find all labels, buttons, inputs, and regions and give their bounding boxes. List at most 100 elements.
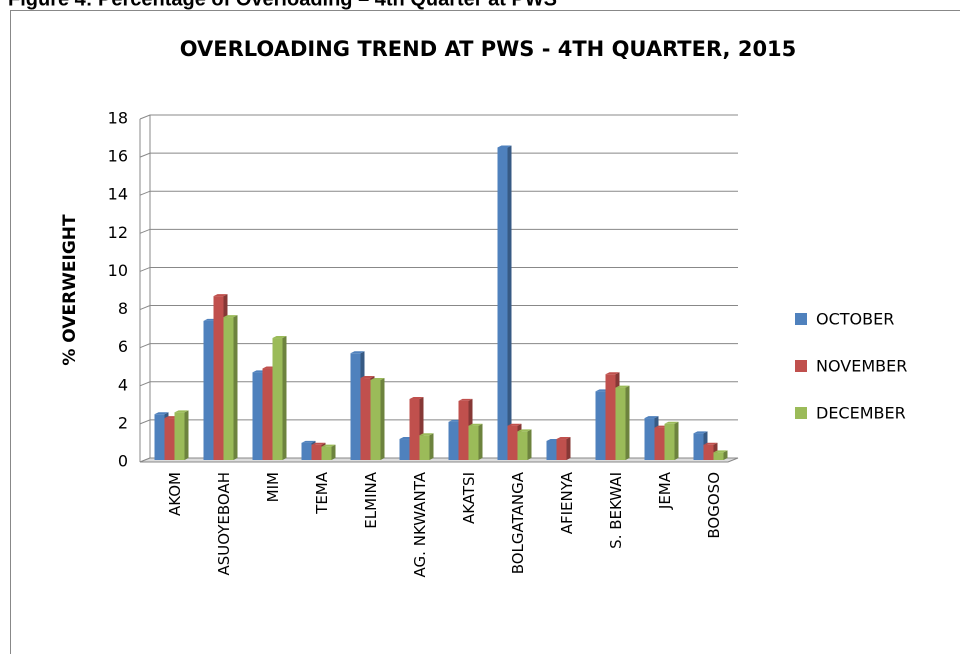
- x-tick-label: AG. NKWANTA: [411, 471, 429, 577]
- bar-front: [272, 338, 283, 460]
- x-tick-label: AKOM: [166, 472, 184, 516]
- legend-label: OCTOBER: [816, 310, 894, 329]
- bar-top: [409, 397, 424, 400]
- bar-front: [203, 320, 214, 460]
- chart-frame: [10, 10, 960, 654]
- y-tick-label: 8: [118, 299, 128, 318]
- bar-front: [693, 433, 704, 460]
- bar-side: [184, 410, 189, 460]
- bar: [556, 437, 571, 460]
- bar-top: [693, 431, 708, 434]
- bar-front: [546, 440, 557, 460]
- bar-front: [419, 435, 430, 460]
- bar-front: [595, 391, 606, 460]
- bar: [497, 145, 512, 460]
- bar: [468, 423, 483, 460]
- grid-line: [139, 152, 738, 158]
- x-tick-label: TEMA: [313, 471, 331, 515]
- bar-top: [370, 377, 385, 380]
- grid-line: [139, 266, 738, 272]
- bar-front: [223, 317, 234, 460]
- bar: [517, 429, 532, 460]
- x-tick-label: AKATSI: [460, 472, 478, 524]
- grid-line: [139, 228, 738, 234]
- bar: [664, 421, 679, 460]
- bar-top: [556, 437, 571, 440]
- x-tick-label: ASUOYEBOAH: [215, 472, 233, 576]
- figure-caption: Figure 4: Percentage of Overloading – 4t…: [8, 0, 557, 10]
- bar: [713, 450, 728, 460]
- bar-top: [223, 315, 238, 318]
- bar-front: [301, 442, 312, 460]
- x-tick-label: BOGOSO: [705, 472, 723, 539]
- bar-front: [154, 414, 165, 460]
- bar-front: [556, 439, 567, 460]
- x-tick-label: JEMA: [656, 471, 674, 510]
- bar-side: [625, 385, 630, 460]
- bar-front: [664, 423, 675, 460]
- bar-top: [507, 423, 522, 426]
- chart-title: OVERLOADING TREND AT PWS - 4TH QUARTER, …: [180, 37, 797, 61]
- y-tick-label: 6: [118, 337, 128, 356]
- bar-top: [605, 372, 620, 375]
- bar-top: [517, 429, 532, 432]
- x-tick-label: AFIENYA: [558, 471, 576, 534]
- y-tick-label: 4: [118, 375, 128, 394]
- grid-line: [139, 114, 738, 120]
- y-tick-label: 10: [108, 261, 128, 280]
- bar: [321, 444, 336, 460]
- bar-side: [566, 437, 571, 460]
- bar-top: [703, 442, 718, 445]
- floor: [139, 457, 739, 463]
- bar-side: [233, 315, 238, 460]
- grid-line: [139, 343, 738, 349]
- grid-line: [139, 419, 738, 425]
- y-tick-label: 16: [108, 147, 128, 166]
- bar-front: [448, 421, 459, 460]
- bar-front: [350, 353, 361, 460]
- bar-top: [311, 442, 326, 445]
- bar-side: [429, 433, 434, 460]
- legend-label: NOVEMBER: [816, 357, 907, 376]
- bar: [419, 433, 434, 460]
- bar-front: [713, 452, 724, 460]
- bar-front: [399, 439, 410, 460]
- bar-top: [497, 145, 512, 148]
- bar: [272, 336, 287, 460]
- bar-front: [370, 379, 381, 460]
- bar-front: [252, 372, 263, 460]
- bar-top: [713, 450, 728, 453]
- bar-top: [615, 385, 630, 388]
- bar-front: [174, 412, 185, 460]
- bar: [174, 410, 189, 460]
- bar-front: [507, 425, 518, 460]
- bar-front: [321, 446, 332, 460]
- bar-top: [301, 440, 316, 443]
- bar-front: [164, 418, 175, 460]
- grid-line: [139, 190, 738, 196]
- bar-side: [380, 377, 385, 460]
- legend-label: DECEMBER: [816, 404, 906, 423]
- bar-top: [458, 398, 473, 401]
- x-tick-label: S. BEKWAI: [607, 472, 625, 549]
- y-tick-label: 0: [118, 452, 128, 471]
- y-tick-label: 18: [108, 109, 128, 128]
- bar: [370, 377, 385, 460]
- legend-swatch: [795, 407, 807, 419]
- bar-top: [321, 444, 336, 447]
- bar-front: [458, 400, 469, 460]
- bar-front: [615, 387, 626, 460]
- bar-top: [360, 376, 375, 379]
- bar-front: [517, 431, 528, 460]
- grid-line: [139, 305, 738, 311]
- bar-front: [605, 374, 616, 460]
- x-tick-label: ELMINA: [362, 471, 380, 528]
- bar-front: [262, 368, 273, 460]
- bar-side: [478, 423, 483, 460]
- bar-top: [644, 416, 659, 419]
- bar-front: [703, 444, 714, 460]
- bar-side: [527, 429, 532, 460]
- y-tick-label: 14: [108, 185, 128, 204]
- bar-top: [350, 351, 365, 354]
